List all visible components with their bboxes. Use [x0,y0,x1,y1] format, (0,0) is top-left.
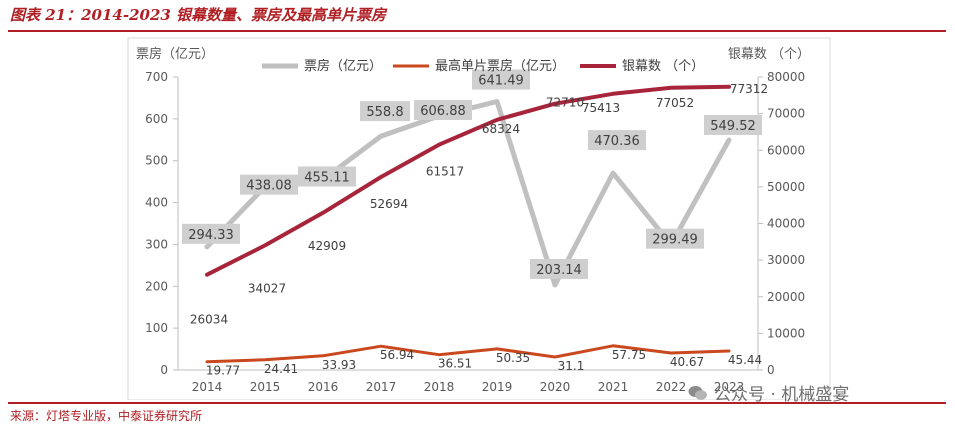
screen-count-data-label: 26034 [190,313,228,327]
right-tick-label: 0 [767,363,775,377]
right-tick-label: 30000 [767,253,805,267]
x-tick-label: 2020 [540,380,571,394]
box-office-label-bg [414,99,472,120]
box-office-data-label: 470.36 [594,134,640,149]
box-office-data-label: 299.49 [652,233,698,248]
right-tick-label: 50000 [767,180,805,194]
x-tick-label: 2016 [308,380,339,394]
box-office-data-label: 641.49 [478,73,524,88]
top-film-data-label: 19.77 [206,364,240,378]
box-office-data-label: 455.11 [304,171,350,186]
left-tick-label: 100 [145,321,168,335]
top-film-data-label: 33.93 [322,358,356,372]
series-line-1 [205,344,731,364]
top-film-data-label: 31.1 [558,359,585,373]
top-film-data-label: 45.44 [728,353,762,367]
wechat-icon [688,385,707,400]
x-tick-label: 2022 [656,380,687,394]
left-tick-label: 300 [145,237,168,251]
right-tick-label: 80000 [767,70,805,84]
source-note: 来源：灯塔专业版，中泰证券研究所 [10,409,203,423]
x-tick-label: 2015 [250,380,281,394]
watermark-text: 公众号 · 机械盛宴 [714,385,850,405]
top-film-data-label: 56.94 [380,348,414,362]
right-tick-label: 40000 [767,217,805,231]
legend: 票房（亿元） 最高单片票房（亿元） 银幕数 （个） [262,58,704,74]
left-tick-label: 500 [145,154,168,168]
box-office-label-bg [298,166,356,187]
screen-count-data-label: 42909 [308,239,346,253]
x-tick-label: 2021 [598,380,629,394]
x-tick-label: 2014 [192,380,223,394]
box-office-label-bg [240,174,298,195]
screen-count-data-label: 77052 [656,96,694,110]
box-office-data-label: 558.8 [366,105,403,120]
watermark: 公众号 · 机械盛宴 [688,380,849,405]
box-office-data-label: 438.08 [246,179,292,194]
title-rule [8,30,946,32]
left-tick-label: 400 [145,196,168,210]
right-tick-label: 10000 [767,326,805,340]
x-tick-label: 2019 [482,380,513,394]
top-film-data-label: 40.67 [670,355,704,369]
y-left-axis-title: 票房（亿元） [136,46,214,62]
screen-count-data-label: 52694 [370,197,408,211]
right-tick-label: 60000 [767,143,805,157]
series-layer [204,84,732,364]
screen-count-data-label: 72710 [546,96,584,110]
left-tick-label: 700 [145,70,168,84]
series-line-2 [205,84,731,277]
right-tick-label: 20000 [767,290,805,304]
data-labels-layer: 294.33 438.08 455.11 558.8 606.88 641.49 203.1… [182,69,768,378]
screen-count-data-label: 77312 [730,82,768,96]
x-tick-label: 2023 [714,380,745,394]
box-office-data-label: 606.88 [420,104,466,119]
x-tick-label: 2017 [366,380,397,394]
box-office-label-bg [360,101,410,122]
box-office-data-label: 294.33 [188,228,234,243]
y-right-axis-title: 银幕数 （个） [728,47,810,62]
box-office-data-label: 549.52 [710,119,756,134]
top-film-data-label: 50.35 [496,351,530,365]
combo-line-chart: 0 100 200 300 400 500 600 700 0 10000 20000 30000 40… [127,37,831,400]
top-film-data-label: 36.51 [438,357,472,371]
box-office-label-bg [530,258,588,279]
screen-count-data-label: 34027 [248,281,286,295]
box-office-label-bg [646,228,704,249]
box-office-label-bg [588,130,646,151]
left-tick-label: 600 [145,112,168,126]
screen-count-data-label: 75413 [582,101,620,115]
source-rule [8,402,946,404]
legend-label-0: 票房（亿元） [304,58,382,74]
top-film-data-label: 24.41 [264,362,298,376]
top-film-data-label: 57.75 [612,348,646,362]
box-office-label-bg [704,114,762,135]
axes: 0 100 200 300 400 500 600 700 0 10000 20000 30000 40… [136,46,810,394]
box-office-label-bg [472,69,530,90]
box-office-data-label: 203.14 [536,263,582,278]
screen-count-data-label: 68324 [482,122,520,136]
left-tick-label: 200 [145,279,168,293]
box-office-label-bg [182,223,240,244]
right-tick-label: 70000 [767,107,805,121]
figure-title: 图表 21：2014-2023 银幕数量、票房及最高单片票房 [10,6,387,24]
legend-label-1: 最高单片票房（亿元） [435,58,565,74]
left-tick-label: 0 [160,363,168,377]
legend-label-2: 银幕数 （个） [622,59,704,74]
plot-frame [127,37,831,400]
x-tick-label: 2018 [424,380,455,394]
screen-count-data-label: 61517 [426,165,464,179]
